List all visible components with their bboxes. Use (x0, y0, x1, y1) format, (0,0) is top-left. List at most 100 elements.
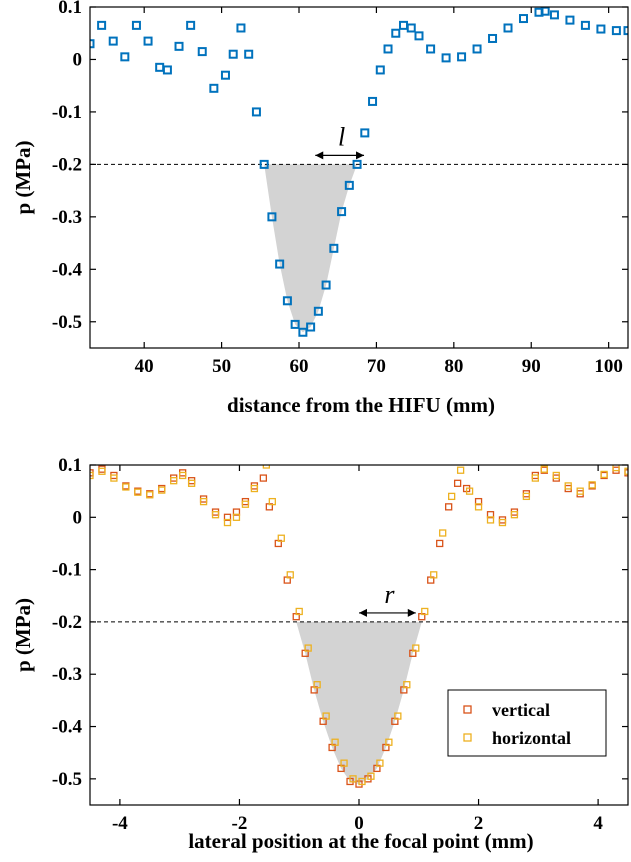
data-point (329, 243, 339, 253)
data-point (518, 14, 528, 24)
data-point (290, 319, 300, 329)
data-point (421, 607, 429, 616)
y-tick-label: -0.5 (52, 769, 82, 790)
x-tick-label: 4 (593, 813, 603, 834)
data-point (394, 712, 402, 720)
data-point (565, 15, 575, 25)
shaded-region (90, 164, 628, 333)
y-tick-label: 0.1 (58, 455, 82, 476)
data-point (186, 20, 196, 30)
data-point (170, 477, 178, 485)
data-point (98, 465, 106, 473)
y-tick-label: -0.2 (52, 612, 82, 633)
data-point (436, 539, 444, 548)
data-point (412, 644, 420, 652)
data-point (155, 62, 165, 72)
data-point (375, 65, 385, 75)
data-point (624, 467, 628, 475)
data-point (134, 488, 142, 496)
data-point (540, 7, 550, 16)
y-tick-label: 0 (73, 507, 83, 528)
data-point (162, 65, 172, 75)
data-point (576, 487, 584, 495)
data-point (244, 49, 254, 59)
data-point (391, 28, 401, 38)
legend-swatch (463, 733, 472, 742)
legend-swatch (463, 705, 472, 714)
x-tick-label: 90 (522, 356, 541, 377)
data-point (108, 36, 118, 46)
x-tick-label: 40 (135, 356, 154, 377)
data-point (331, 738, 339, 746)
y-tick-label: -0.1 (52, 560, 82, 581)
data-point (406, 23, 416, 33)
data-point (122, 483, 130, 491)
data-point (588, 481, 596, 489)
y-tick-label: -0.5 (52, 312, 82, 333)
data-point (611, 26, 621, 36)
data-point (457, 52, 467, 62)
data-point (465, 487, 474, 495)
data-point (600, 470, 608, 479)
data-point (286, 571, 294, 579)
series-data (90, 7, 628, 337)
data-point (510, 511, 519, 519)
y-tick-label: -0.2 (52, 154, 82, 175)
data-point (223, 518, 232, 527)
data-point (259, 159, 269, 169)
data-point (98, 467, 106, 475)
data-point (90, 471, 94, 480)
data-point (228, 49, 238, 59)
y-tick-label: -0.1 (52, 102, 82, 123)
data-point (90, 39, 95, 49)
data-point (259, 474, 268, 482)
data-point (522, 492, 531, 501)
data-point (321, 280, 331, 290)
y-tick-label: -0.4 (52, 259, 83, 280)
distance-plot: 40 50 60 70 80 90 100 0.1 0 -0.1 -0.2 -0.3 -0.4 -0.5 d… (11, 0, 629, 417)
data-point (474, 497, 483, 506)
x-axis-title: lateral position at the focal point (mm) (188, 829, 533, 853)
data-point (97, 20, 107, 30)
x-tick-label: 0 (354, 813, 364, 834)
y-tick-label: 0.1 (58, 0, 82, 18)
y-tick-label: 0 (73, 49, 83, 70)
data-point (179, 471, 187, 480)
data-point (197, 47, 207, 57)
data-point (472, 44, 482, 54)
x-tick-label: -4 (112, 813, 128, 834)
data-point (383, 44, 393, 54)
data-point (564, 482, 572, 490)
data-point (267, 212, 277, 222)
y-axis-title: p (MPa) (11, 598, 35, 672)
data-point (143, 36, 153, 46)
data-point (448, 492, 456, 501)
data-point (552, 471, 560, 480)
data-point (146, 491, 154, 499)
data-point (282, 296, 292, 306)
x-axis-title: distance from the HIFU (mm) (227, 393, 495, 417)
data-point (498, 518, 507, 527)
data-point (241, 500, 250, 508)
legend-label: horizontal (492, 728, 571, 748)
y-tick-label: -0.4 (52, 717, 83, 738)
data-point (295, 607, 303, 616)
data-point (322, 712, 330, 720)
data-point (403, 681, 411, 689)
data-point (367, 772, 375, 780)
data-point (414, 31, 424, 41)
data-point (313, 306, 323, 316)
data-point (337, 207, 347, 217)
data-point (306, 322, 316, 332)
data-point (277, 534, 285, 542)
data-point (531, 474, 539, 482)
data-point (298, 327, 308, 337)
y-tick-label: -0.3 (52, 207, 82, 228)
legend: vertical horizontal (447, 689, 607, 757)
data-point (439, 529, 447, 537)
x-tick-label: 70 (367, 356, 386, 377)
data-point (486, 511, 495, 519)
data-point (445, 503, 453, 511)
data-point (352, 159, 362, 169)
